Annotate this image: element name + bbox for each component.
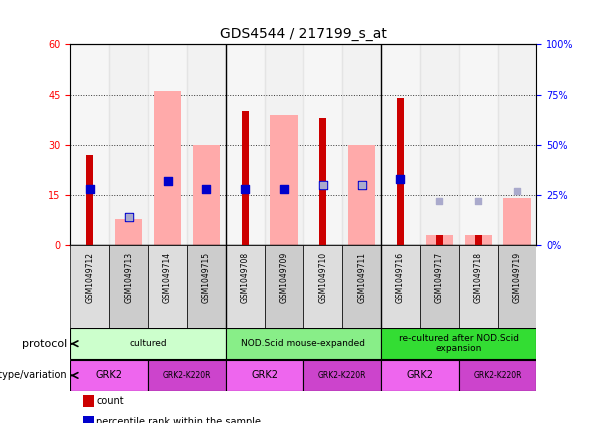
Text: count: count [96, 396, 124, 406]
Text: GRK2: GRK2 [96, 371, 123, 380]
Point [162, 178, 172, 184]
Bar [265, 245, 303, 328]
Point [318, 182, 328, 189]
Bar [381, 360, 459, 391]
Bar [270, 115, 298, 245]
Bar [265, 44, 303, 245]
Point [395, 176, 405, 182]
Text: GRK2: GRK2 [406, 371, 433, 380]
Bar [474, 235, 482, 245]
Bar [342, 245, 381, 328]
Text: GRK2-K220R: GRK2-K220R [473, 371, 522, 380]
Point [124, 214, 134, 221]
Bar [70, 360, 148, 391]
Bar [70, 329, 226, 359]
Bar [303, 360, 381, 391]
Title: GDS4544 / 217199_s_at: GDS4544 / 217199_s_at [220, 27, 387, 41]
Point [357, 182, 367, 189]
Bar [86, 155, 93, 245]
Text: GSM1049709: GSM1049709 [280, 252, 289, 303]
Point [124, 214, 134, 221]
Text: GSM1049716: GSM1049716 [396, 252, 405, 303]
Bar [226, 329, 381, 359]
Text: GSM1049708: GSM1049708 [241, 252, 249, 303]
Bar [459, 245, 498, 328]
Bar [148, 44, 187, 245]
Text: GRK2-K220R: GRK2-K220R [162, 371, 211, 380]
Bar [319, 118, 326, 245]
Bar [242, 111, 249, 245]
Bar [148, 245, 187, 328]
Text: percentile rank within the sample: percentile rank within the sample [96, 417, 261, 423]
Text: GSM1049714: GSM1049714 [163, 252, 172, 303]
Text: protocol: protocol [22, 339, 67, 349]
Bar [303, 44, 342, 245]
Text: re-cultured after NOD.Scid
expansion: re-cultured after NOD.Scid expansion [398, 334, 519, 353]
Bar [70, 245, 109, 328]
Text: GSM1049719: GSM1049719 [512, 252, 522, 303]
Bar [226, 245, 265, 328]
Bar [436, 235, 443, 245]
Bar [226, 360, 303, 391]
Point [473, 198, 483, 205]
Text: NOD.Scid mouse-expanded: NOD.Scid mouse-expanded [242, 339, 365, 348]
Text: GSM1049717: GSM1049717 [435, 252, 444, 303]
Bar [109, 245, 148, 328]
Bar [397, 98, 404, 245]
Bar [187, 245, 226, 328]
Bar [187, 44, 226, 245]
Text: GSM1049712: GSM1049712 [85, 252, 94, 303]
Point [357, 182, 367, 189]
Bar [109, 44, 148, 245]
Point [435, 198, 444, 205]
Bar [420, 245, 459, 328]
Bar [459, 44, 498, 245]
Bar [381, 329, 536, 359]
Point [202, 186, 211, 192]
Bar [459, 360, 536, 391]
Bar [70, 44, 109, 245]
Bar [465, 235, 492, 245]
Point [512, 188, 522, 195]
Bar [381, 245, 420, 328]
Bar [503, 198, 531, 245]
Bar [303, 245, 342, 328]
Text: GRK2-K220R: GRK2-K220R [318, 371, 367, 380]
Point [318, 182, 328, 189]
Point [240, 186, 250, 192]
Text: GSM1049713: GSM1049713 [124, 252, 133, 303]
Bar [498, 44, 536, 245]
Bar [192, 145, 220, 245]
Bar [342, 44, 381, 245]
Text: GSM1049715: GSM1049715 [202, 252, 211, 303]
Bar [148, 360, 226, 391]
Text: genotype/variation: genotype/variation [0, 371, 67, 380]
Text: GSM1049718: GSM1049718 [474, 252, 482, 303]
Text: GRK2: GRK2 [251, 371, 278, 380]
Point [279, 186, 289, 192]
Text: GSM1049710: GSM1049710 [318, 252, 327, 303]
Bar [154, 91, 181, 245]
Bar [425, 235, 453, 245]
Bar [115, 219, 142, 245]
Bar [381, 44, 420, 245]
Bar [420, 44, 459, 245]
Text: cultured: cultured [129, 339, 167, 348]
Bar [498, 245, 536, 328]
Bar [226, 44, 265, 245]
Text: GSM1049711: GSM1049711 [357, 252, 366, 303]
Point [85, 186, 95, 192]
Bar [348, 145, 375, 245]
